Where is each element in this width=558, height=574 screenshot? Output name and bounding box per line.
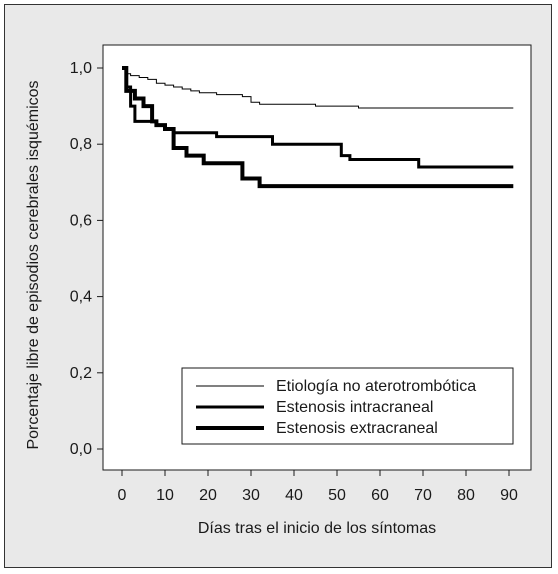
series-line-1	[122, 67, 514, 109]
x-tick-label: 10	[156, 487, 174, 504]
series-line-3	[122, 66, 514, 189]
y-tick-label: 0,2	[70, 365, 92, 382]
x-tick-label: 80	[457, 487, 475, 504]
x-tick-label: 70	[414, 487, 432, 504]
x-axis-title: Días tras el inicio de los síntomas	[198, 520, 436, 537]
legend: Etiología no aterotrombótica Estenosis in…	[181, 367, 514, 445]
y-axis-title: Porcentaje libre de episodios cerebrales…	[25, 80, 42, 449]
y-tick-label: 0,8	[70, 136, 92, 153]
x-tick-label: 20	[199, 487, 217, 504]
legend-label-3: Estenosis extracraneal	[276, 420, 438, 437]
x-tick-label: 90	[500, 487, 518, 504]
x-tick-label: 40	[285, 487, 303, 504]
legend-label-1: Etiología no aterotrombótica	[276, 378, 476, 395]
x-tick-label: 30	[242, 487, 260, 504]
y-tick-label: 0,4	[70, 289, 92, 306]
x-tick-label: 0	[118, 487, 127, 504]
y-axis: 0,0 0,2 0,4 0,6 0,8 1,0	[70, 60, 103, 458]
y-tick-label: 0,6	[70, 212, 92, 229]
legend-label-2: Estenosis intracraneal	[276, 399, 433, 416]
x-axis: 0 10 20 30 40 50 60 70 80 90	[118, 470, 518, 504]
x-tick-label: 60	[371, 487, 389, 504]
y-tick-label: 0,0	[70, 441, 92, 458]
y-tick-label: 1,0	[70, 60, 92, 77]
x-tick-label: 50	[328, 487, 346, 504]
series-layer	[122, 66, 514, 189]
